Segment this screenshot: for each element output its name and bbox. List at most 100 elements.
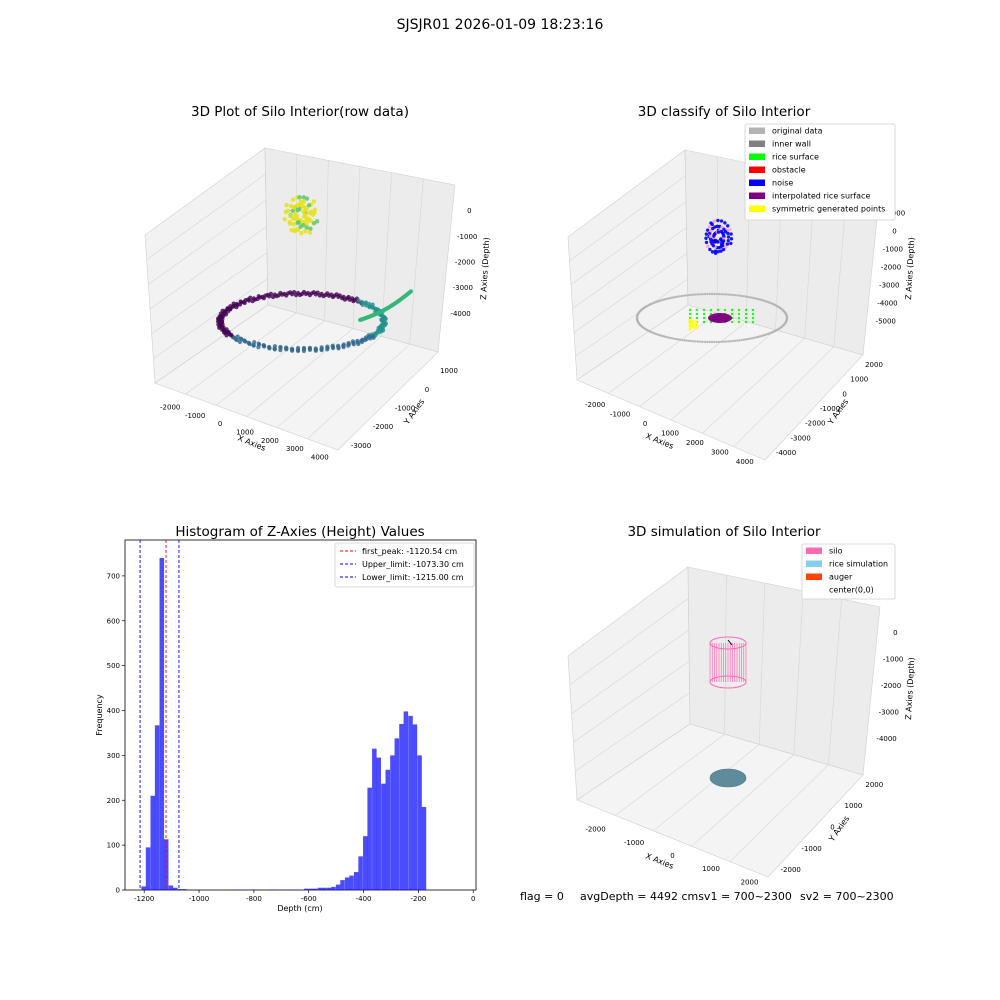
panel2-z-tick-label: -2000	[881, 264, 901, 272]
data-point	[409, 289, 414, 294]
data-point	[239, 336, 244, 342]
legend-swatch	[749, 153, 765, 160]
data-point	[719, 249, 723, 253]
legend-label: auger	[829, 573, 853, 582]
legend-swatch	[749, 192, 765, 199]
y-tick-label: 700	[107, 572, 120, 580]
data-point	[268, 291, 274, 296]
data-point	[295, 220, 300, 226]
data-point	[228, 304, 233, 309]
data-point	[360, 337, 365, 342]
data-point	[284, 202, 289, 208]
data-point	[746, 337, 750, 341]
y-tick-label: 100	[107, 842, 120, 850]
histogram-bar	[154, 725, 160, 890]
grid-line	[653, 744, 760, 832]
data-point	[687, 339, 691, 343]
data-point	[706, 340, 709, 344]
data-point	[750, 296, 754, 299]
data-point	[305, 218, 311, 223]
data-point	[247, 341, 252, 347]
panel2-z-tick-label: -5000	[876, 318, 896, 326]
data-point	[304, 225, 309, 230]
panel2-x-tick-label: 0	[643, 420, 647, 428]
data-point	[311, 199, 317, 204]
data-point	[330, 346, 336, 351]
data-point	[326, 293, 332, 298]
data-point	[676, 295, 680, 298]
legend-label: symmetric generated points	[772, 205, 885, 214]
data-point	[301, 346, 307, 352]
grid-line	[573, 660, 690, 743]
data-point	[723, 221, 727, 225]
data-point	[243, 297, 248, 303]
data-point	[756, 335, 760, 339]
data-point	[744, 308, 748, 312]
histogram-bar	[417, 755, 422, 890]
histogram-bar	[172, 887, 178, 890]
data-point	[721, 247, 726, 252]
data-point	[674, 337, 678, 341]
interpolated-surface	[708, 313, 732, 323]
data-point	[278, 345, 283, 350]
legend-label: inner wall	[772, 140, 811, 149]
data-point	[751, 312, 755, 316]
data-point	[321, 294, 326, 299]
data-point	[274, 294, 279, 299]
data-point	[297, 292, 303, 298]
data-point	[738, 339, 741, 342]
data-point	[299, 230, 304, 236]
histogram-bar	[399, 723, 404, 890]
data-point	[295, 348, 301, 354]
data-point	[722, 293, 725, 296]
data-point	[691, 319, 695, 323]
data-point	[346, 342, 352, 347]
data-point	[751, 316, 755, 320]
y-tick-label: 0	[116, 887, 120, 895]
data-point	[288, 213, 293, 219]
panel2-z-tick-label: -4000	[877, 300, 897, 308]
data-point	[746, 295, 750, 299]
data-point	[272, 347, 277, 352]
data-point	[737, 316, 741, 320]
data-point	[726, 235, 731, 239]
data-point	[231, 301, 236, 306]
histogram-bar	[340, 880, 345, 890]
panel1-x-tick-label: 2000	[261, 437, 279, 445]
panel1-zlabel: Z Axies (Depth)	[479, 237, 491, 300]
data-point	[258, 295, 263, 300]
panel4-zlabel: Z Axies (Depth)	[904, 657, 916, 720]
panel2-y-tick-label: -2000	[805, 420, 825, 428]
data-point	[371, 335, 376, 340]
panel3-xlabel: Depth (cm)	[277, 904, 322, 913]
legend-swatch	[749, 166, 765, 173]
data-point	[742, 295, 746, 298]
data-point	[737, 320, 741, 324]
data-point	[307, 347, 313, 353]
data-point	[368, 336, 373, 341]
panel2-x-tick-label: -1000	[610, 410, 630, 418]
data-point	[303, 212, 308, 218]
histogram-bar	[394, 738, 400, 890]
panel4-y-tick-label: 1000	[844, 802, 862, 810]
panel2-z-tick-label: 1000	[887, 209, 905, 217]
legend-label: obstacle	[772, 166, 806, 175]
data-point	[303, 228, 308, 234]
data-point	[672, 296, 676, 299]
data-point	[694, 320, 698, 324]
data-point	[688, 324, 692, 328]
data-point	[695, 308, 699, 312]
histogram-bar	[163, 839, 169, 890]
data-point	[703, 340, 707, 344]
panel2-x-tick-label: -2000	[585, 401, 605, 409]
panel2-y-tick-label: -1000	[820, 405, 840, 413]
data-point	[313, 348, 318, 353]
data-point	[351, 342, 356, 347]
data-point	[695, 312, 699, 316]
data-point	[681, 294, 684, 298]
data-point	[723, 229, 728, 234]
x-tick-label: -400	[356, 895, 372, 903]
data-point	[744, 320, 748, 324]
data-point	[356, 341, 361, 347]
panel4-x-tick-label: 2000	[741, 878, 759, 886]
